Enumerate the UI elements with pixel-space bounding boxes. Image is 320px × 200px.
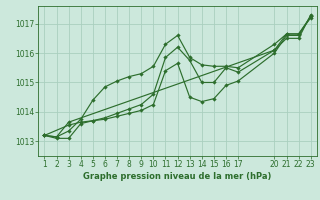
X-axis label: Graphe pression niveau de la mer (hPa): Graphe pression niveau de la mer (hPa) [84,172,272,181]
